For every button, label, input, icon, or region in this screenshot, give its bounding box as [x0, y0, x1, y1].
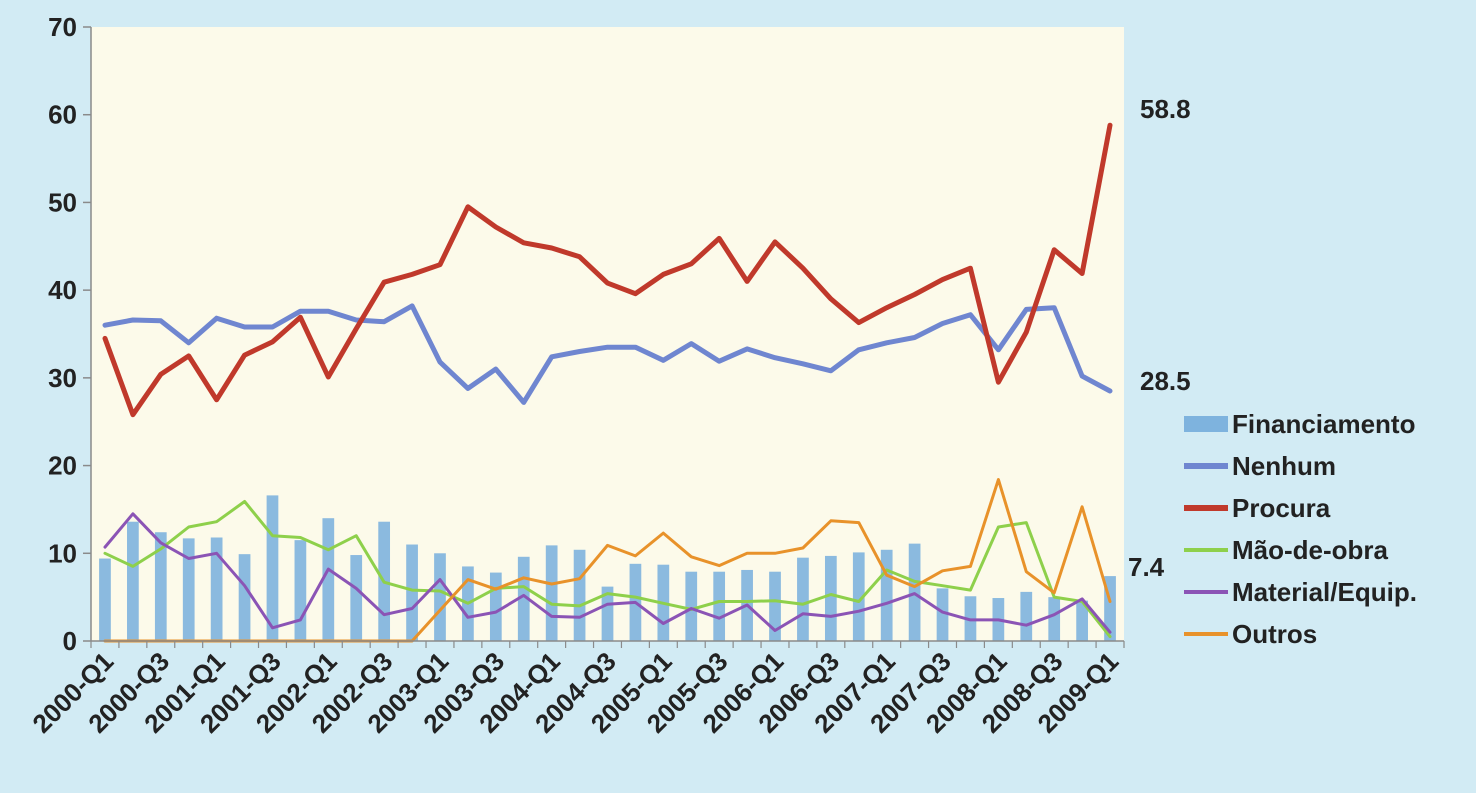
y-tick-label: 10	[48, 538, 77, 568]
financiamento-bar	[713, 572, 725, 641]
legend-label-nenhum: Nenhum	[1232, 451, 1336, 481]
financiamento-bar	[546, 545, 558, 641]
y-axis-ticks: 0 10 20 30 40 50 60 70	[48, 12, 91, 656]
end-label-financiamento: 7.4	[1128, 552, 1165, 582]
legend-label-financiamento: Financiamento	[1232, 409, 1415, 439]
financiamento-bar	[127, 522, 139, 641]
legend-label-mao-de-obra: Mão-de-obra	[1232, 535, 1389, 565]
financiamento-bar	[1048, 597, 1060, 641]
financiamento-bar	[295, 540, 307, 641]
legend-label-outros: Outros	[1232, 619, 1317, 649]
y-tick-label: 50	[48, 187, 77, 217]
legend-label-material-equip: Material/Equip.	[1232, 577, 1417, 607]
financiamento-bar	[490, 573, 502, 641]
financiamento-bar	[239, 554, 251, 641]
financiamento-bar	[350, 555, 362, 641]
legend-swatch-financiamento	[1184, 416, 1228, 432]
financiamento-bar	[574, 550, 586, 641]
y-tick-label: 30	[48, 363, 77, 393]
y-tick-label: 0	[63, 626, 77, 656]
end-label-nenhum: 28.5	[1140, 366, 1191, 396]
financiamento-bar	[685, 572, 697, 641]
plot-area	[91, 27, 1124, 641]
legend-label-procura: Procura	[1232, 493, 1331, 523]
financiamento-bar	[99, 559, 111, 641]
financiamento-bar	[797, 558, 809, 641]
financiamento-bar	[183, 538, 195, 641]
financiamento-bar	[825, 556, 837, 641]
y-tick-label: 60	[48, 100, 77, 130]
y-tick-label: 20	[48, 451, 77, 481]
end-label-procura: 58.8	[1140, 94, 1191, 124]
financiamento-bar	[881, 550, 893, 641]
y-tick-label: 70	[48, 12, 77, 42]
financiamento-bar	[406, 545, 418, 641]
legend: Financiamento Nenhum Procura Mão-de-obra Mat…	[1184, 409, 1417, 649]
end-value-labels: 58.8 28.5 7.4	[1128, 94, 1191, 582]
financiamento-bar	[434, 553, 446, 641]
financiamento-bar	[1020, 592, 1032, 641]
y-tick-label: 40	[48, 275, 77, 305]
x-axis-ticks: 2000-Q12000-Q32001-Q12001-Q32002-Q12002-…	[26, 641, 1124, 739]
